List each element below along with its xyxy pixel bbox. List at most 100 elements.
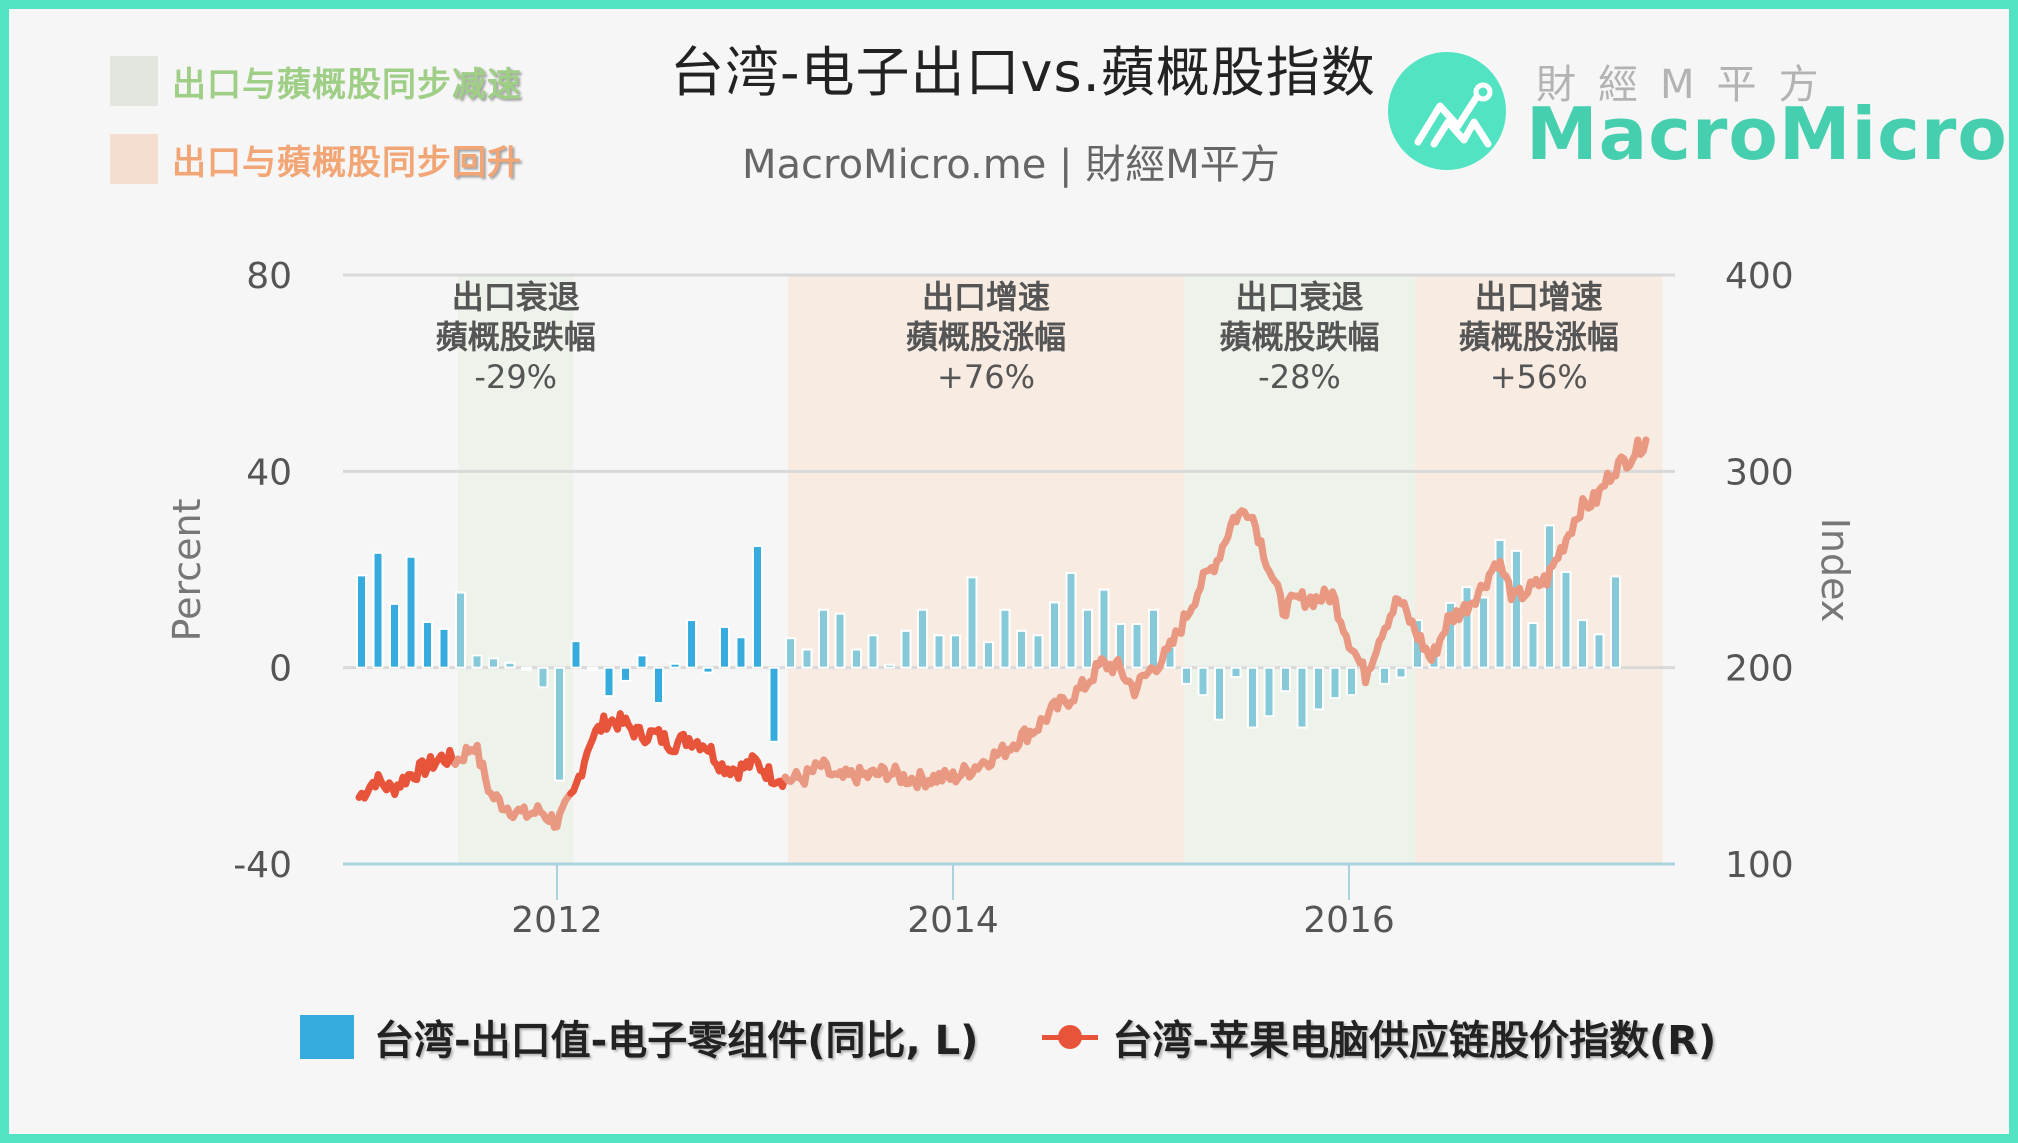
export-bar[interactable] [603,666,615,698]
export-bar[interactable] [983,641,994,669]
export-bar[interactable] [900,629,912,669]
export-bar[interactable] [851,648,862,669]
export-bar[interactable] [1247,666,1258,729]
export-bar[interactable] [669,662,681,669]
band-annotation: 出口增速 [922,278,1050,316]
export-bar[interactable] [1329,666,1341,700]
export-bar[interactable] [867,634,879,669]
legend-item-bars[interactable]: 台湾-出口值-电子零组件(同比, L) [300,1008,978,1066]
legend-label-bars: 台湾-出口值-电子零组件(同比, L) [374,1018,979,1064]
export-bar[interactable] [422,621,433,669]
export-bar[interactable] [405,555,417,669]
export-bar[interactable] [488,657,499,669]
export-bar[interactable] [521,666,532,671]
export-bar[interactable] [1148,608,1159,669]
export-bar[interactable] [1263,666,1275,718]
export-bar[interactable] [1560,570,1572,669]
band-legend-label: 出口与蘋概股同步 [172,64,452,105]
export-bar[interactable] [1461,586,1473,669]
export-bar[interactable] [570,640,582,669]
export-bar[interactable] [1082,608,1093,669]
export-bar[interactable] [966,576,978,669]
export-bar[interactable] [1280,666,1291,693]
export-bar[interactable] [636,654,648,669]
band-annotation: 蘋概股跌幅 [436,318,596,356]
band-annotation: 出口衰退 [452,278,580,316]
bar-swatch-icon [300,1015,354,1059]
export-bar[interactable] [1214,666,1225,721]
y-left-tick: 40 [246,452,292,493]
band-legend-label: 出口与蘋概股同步 [172,142,452,183]
export-bar[interactable] [884,663,895,669]
export-bar[interactable] [438,627,450,669]
export-bar[interactable] [389,602,400,669]
x-tick: 2012 [511,900,603,941]
export-bar[interactable] [1610,575,1621,669]
index-line[interactable] [781,436,1650,792]
export-bar[interactable] [1016,629,1027,669]
export-bar[interactable] [1065,571,1077,669]
band-legend-swatch-orange [110,134,158,184]
band-annotation: 蘋概股跌幅 [1219,318,1379,356]
export-bar[interactable] [1032,634,1044,669]
y-left-tick: 80 [246,256,292,297]
x-tick: 2014 [907,900,999,941]
export-bar[interactable] [1593,633,1605,669]
export-bar[interactable] [653,666,664,705]
export-bar[interactable] [1494,539,1506,669]
index-line[interactable] [567,710,792,797]
export-bar[interactable] [702,666,714,674]
export-bar[interactable] [752,544,763,669]
export-bar[interactable] [1478,596,1489,669]
export-bar[interactable] [933,634,945,669]
export-bar[interactable] [818,608,829,669]
band-annotation: 出口增速 [1475,278,1603,316]
export-bar[interactable] [1131,622,1143,669]
export-bar[interactable] [1049,601,1060,669]
export-bar[interactable] [768,666,780,743]
y-right-tick: 100 [1725,845,1794,886]
band-legend: 出口与蘋概股同步减速 出口与蘋概股同步回升 [110,42,522,198]
export-bar[interactable] [686,619,697,669]
export-bar[interactable] [735,636,747,669]
export-bar[interactable] [801,648,813,669]
export-bar[interactable] [999,608,1011,669]
y-right-axis-label: Index [1813,518,1857,623]
line-marker-icon [1042,1017,1099,1057]
export-bar[interactable] [834,612,846,669]
export-bar[interactable] [1181,666,1192,685]
export-bar[interactable] [1395,666,1407,679]
legend-label-line: 台湾-苹果电脑供应链股价指数(R) [1112,1018,1717,1064]
export-bar[interactable] [950,634,961,669]
band-annotation: +76% [937,358,1035,396]
legend-item-line[interactable]: 台湾-苹果电脑供应链股价指数(R) [1042,1008,1716,1066]
export-bar[interactable] [1577,619,1588,669]
export-bar[interactable] [1346,666,1357,697]
export-bar[interactable] [554,666,565,782]
export-bar[interactable] [620,666,631,682]
export-bar[interactable] [1544,524,1555,669]
export-bar[interactable] [1527,622,1539,669]
export-bar[interactable] [917,608,928,669]
export-bar[interactable] [785,637,796,669]
y-left-tick: -40 [233,845,292,886]
export-bar[interactable] [504,661,516,669]
export-bar[interactable] [719,625,730,669]
export-bar[interactable] [587,666,598,671]
export-bar[interactable] [1197,666,1209,697]
index-line[interactable] [451,741,577,831]
export-bar[interactable] [1313,666,1324,711]
band-annotation: +56% [1490,358,1588,396]
export-bar[interactable] [1296,666,1308,729]
band-legend-recover: 出口与蘋概股同步回升 [110,120,522,198]
export-bar[interactable] [356,574,367,669]
export-bar[interactable] [1230,666,1242,678]
export-bar[interactable] [1379,666,1390,685]
export-bar[interactable] [537,666,549,689]
export-bar[interactable] [471,654,483,669]
band-annotation: -29% [474,358,557,396]
export-bar[interactable] [1511,549,1522,669]
export-bar[interactable] [372,551,384,669]
export-bar[interactable] [455,591,466,669]
index-line[interactable] [355,746,462,802]
